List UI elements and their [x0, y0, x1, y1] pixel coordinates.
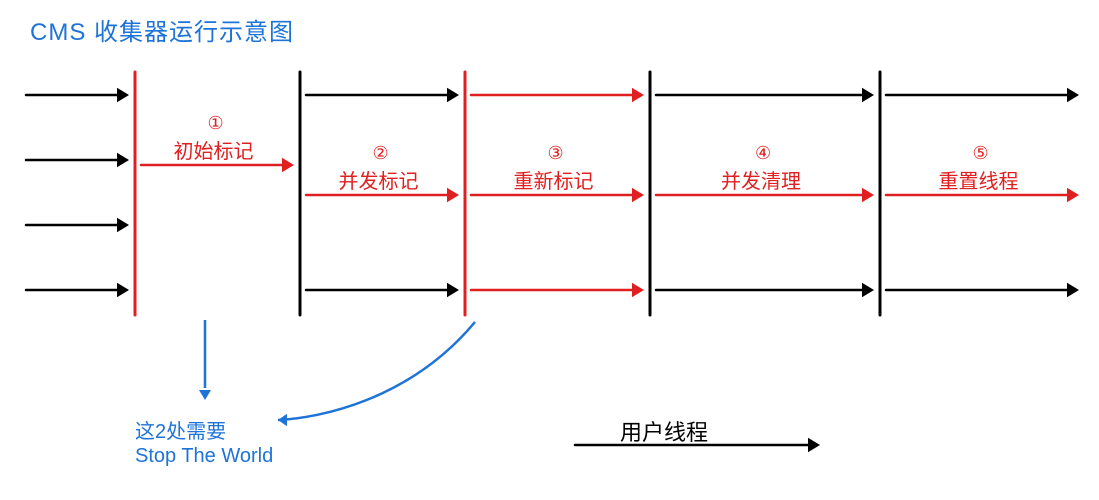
phase-label-5: 重置线程: [939, 165, 1019, 194]
phase-number-1: ①: [208, 113, 224, 134]
phase-number-2: ②: [373, 143, 389, 164]
phase-number-5: ⑤: [973, 143, 989, 164]
phase-label-3: 重新标记: [514, 165, 594, 194]
legend-user-thread-label: 用户线程: [620, 415, 708, 447]
phase-label-1: 初始标记: [174, 135, 254, 164]
phase-number-4: ④: [755, 143, 771, 164]
diagram-title: CMS 收集器运行示意图: [30, 12, 294, 47]
phase-number-3: ③: [548, 143, 564, 164]
phase-label-2: 并发标记: [339, 165, 419, 194]
stw-note-line2: Stop The World: [135, 445, 273, 468]
stw-note-line1: 这2处需要: [135, 415, 226, 444]
phase-label-4: 并发清理: [721, 165, 801, 194]
